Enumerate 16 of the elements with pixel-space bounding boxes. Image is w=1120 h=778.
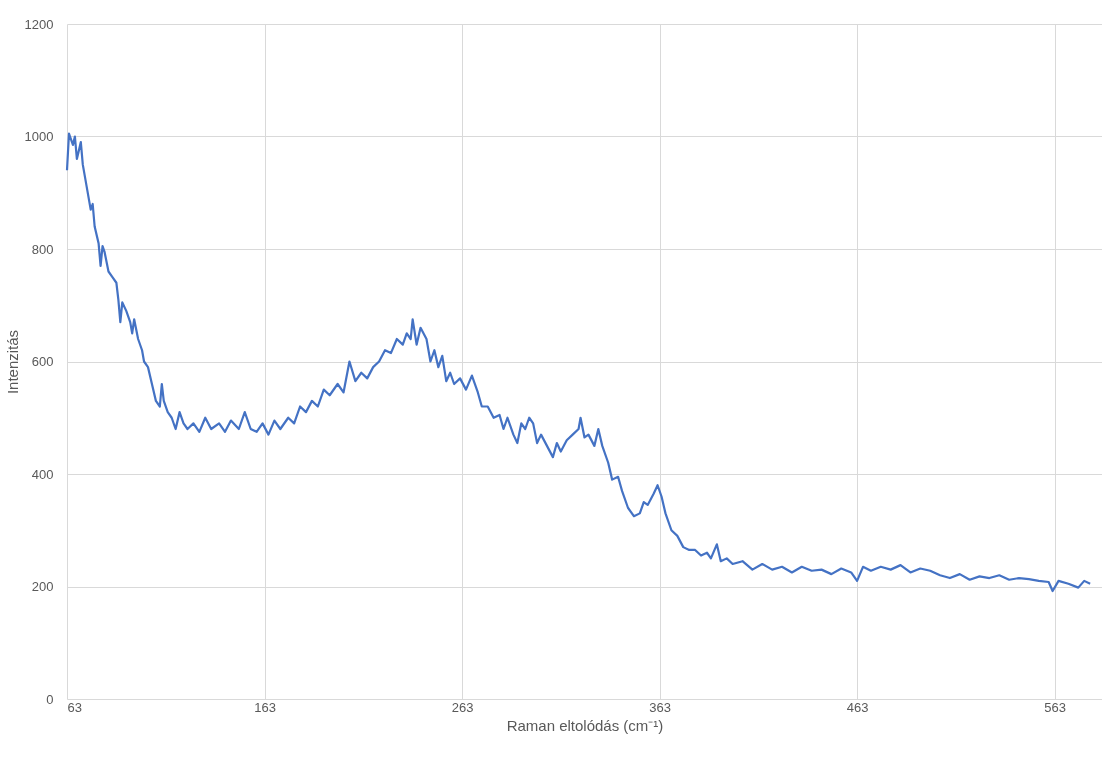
y-tick-label: 200 xyxy=(31,579,54,594)
line-series xyxy=(65,132,1092,593)
x-tick-label: 163 xyxy=(254,699,276,715)
x-tick-label: 63 xyxy=(67,699,82,715)
y-axis-title: Intenzitás xyxy=(3,329,21,395)
y-tick-label: 600 xyxy=(31,354,54,369)
y-tick-label: 0 xyxy=(46,691,54,707)
x-tick-label: 263 xyxy=(451,699,474,715)
y-tick-label: 800 xyxy=(31,241,54,257)
x-tick-label: 463 xyxy=(846,699,869,715)
y-tick-label: 400 xyxy=(31,466,54,482)
x-tick-label: 563 xyxy=(1044,699,1066,715)
x-axis-title: Raman eltolódás (cm⁻¹) xyxy=(506,716,664,734)
y-tick-label: 1200 xyxy=(24,16,54,32)
y-tick-label: 1000 xyxy=(24,129,54,144)
x-tick-label: 363 xyxy=(649,699,671,715)
